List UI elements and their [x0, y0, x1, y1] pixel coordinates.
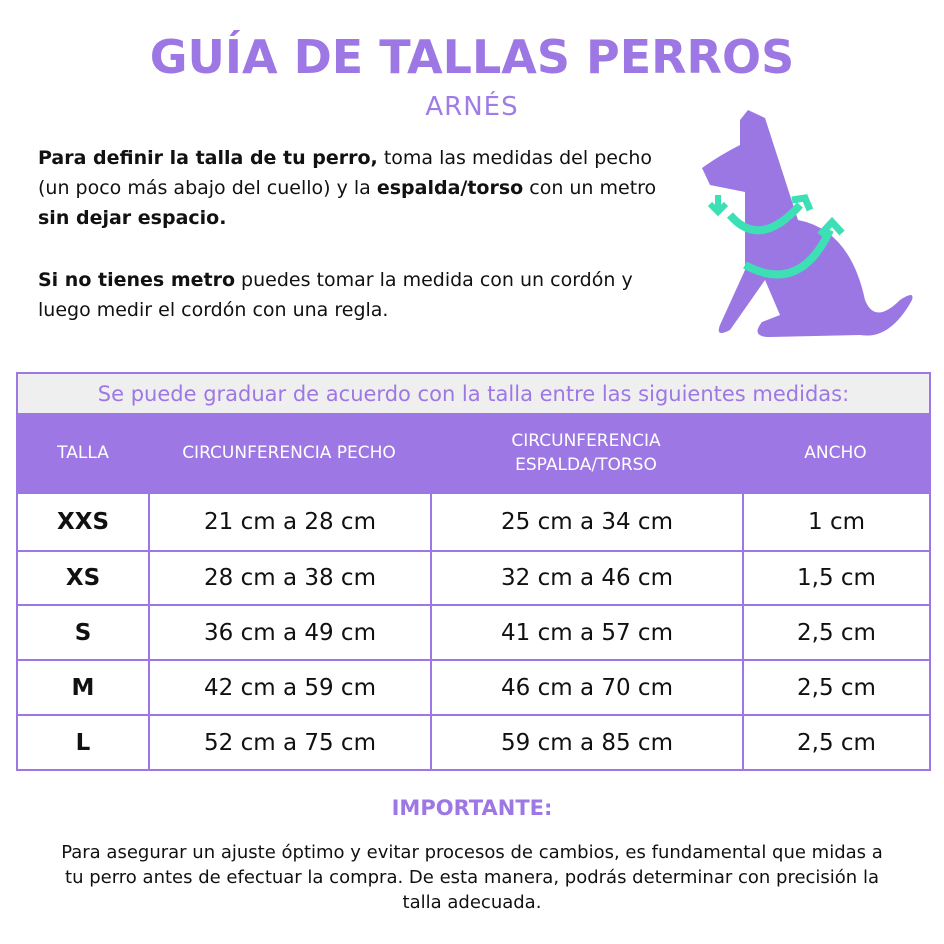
intro-paragraph-no-tape: Si no tienes metro puedes tomar la medid…	[38, 265, 658, 325]
table-row: XXS 21 cm a 28 cm 25 cm a 34 cm 1 cm	[18, 492, 929, 550]
cell-width: 1,5 cm	[742, 552, 929, 604]
size-table-note: Se puede graduar de acuerdo con la talla…	[18, 374, 929, 414]
important-text: Para asegurar un ajuste óptimo y evitar …	[61, 842, 883, 913]
cell-chest: 42 cm a 59 cm	[148, 661, 430, 714]
cell-size: M	[71, 674, 95, 701]
cell-chest: 36 cm a 49 cm	[148, 606, 430, 659]
cell-size: XS	[65, 565, 101, 591]
header-pecho: CIRCUNFERENCIA PECHO	[182, 443, 396, 463]
page-title: GUÍA DE TALLAS PERROS	[149, 30, 795, 84]
cell-back: 41 cm a 57 cm	[430, 606, 742, 659]
cell-size: S	[74, 619, 92, 646]
cell-width: 1 cm	[742, 494, 929, 550]
cell-back: 59 cm a 85 cm	[430, 716, 742, 769]
page-subtitle: ARNÉS	[425, 92, 519, 122]
intro-text: puedes tomar la medida con un cordón y l…	[38, 269, 633, 321]
dog-silhouette	[702, 110, 913, 337]
size-table-header: TALLA CIRCUNFERENCIA PECHO CIRCUNFERENCI…	[18, 414, 929, 492]
intro-bold-text: sin dejar espacio.	[38, 207, 227, 229]
cell-chest: 21 cm a 28 cm	[148, 494, 430, 550]
table-row: L 52 cm a 75 cm 59 cm a 85 cm 2,5 cm	[18, 714, 929, 769]
important-heading: IMPORTANTE:	[391, 796, 553, 820]
intro-paragraph-measure: Para definir la talla de tu perro, toma …	[38, 143, 658, 233]
header-espalda: CIRCUNFERENCIA ESPALDA/TORSO	[511, 431, 661, 475]
intro-text: con un metro	[523, 177, 657, 199]
intro-bold-text: espalda/torso	[376, 177, 524, 199]
cell-chest: 52 cm a 75 cm	[148, 716, 430, 769]
header-talla: TALLA	[57, 443, 109, 463]
cell-back: 32 cm a 46 cm	[430, 552, 742, 604]
table-row: S 36 cm a 49 cm 41 cm a 57 cm 2,5 cm	[18, 604, 929, 659]
cell-chest: 28 cm a 38 cm	[148, 552, 430, 604]
intro-bold-text: Para definir la talla de tu perro,	[38, 147, 378, 169]
cell-size: XXS	[56, 509, 110, 535]
size-table: Se puede graduar de acuerdo con la talla…	[16, 372, 931, 771]
cell-width: 2,5 cm	[742, 606, 929, 659]
cell-back: 46 cm a 70 cm	[430, 661, 742, 714]
intro-bold-text: Si no tienes metro	[38, 269, 236, 291]
cell-back: 25 cm a 34 cm	[430, 494, 742, 550]
dog-measurement-icon	[702, 110, 913, 337]
cell-width: 2,5 cm	[742, 661, 929, 714]
header-ancho: ANCHO	[804, 443, 867, 463]
cell-size: L	[75, 729, 91, 756]
intro-text: toma las medidas del pecho (un poco más …	[38, 147, 653, 199]
table-row: XS 28 cm a 38 cm 32 cm a 46 cm 1,5 cm	[18, 550, 929, 604]
cell-width: 2,5 cm	[742, 716, 929, 769]
table-row: M 42 cm a 59 cm 46 cm a 70 cm 2,5 cm	[18, 659, 929, 714]
